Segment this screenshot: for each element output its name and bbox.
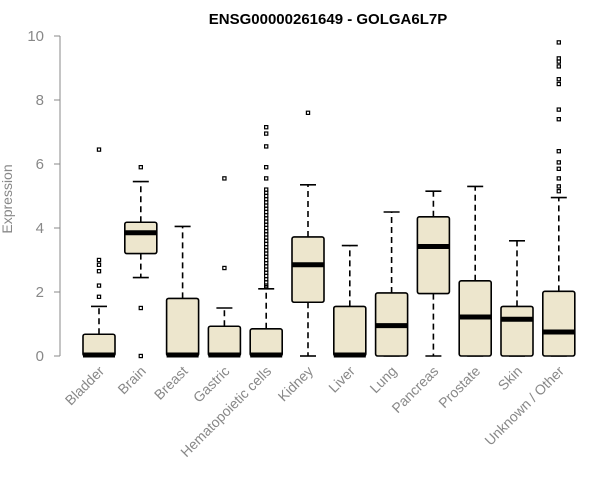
outlier-point — [556, 76, 562, 82]
y-tick-label: 2 — [36, 284, 44, 301]
outlier-point — [96, 257, 102, 263]
y-tick-label: 4 — [36, 220, 44, 237]
y-tick-label: 10 — [27, 28, 44, 45]
iqr-box — [332, 305, 367, 357]
outlier-point — [556, 107, 562, 112]
y-axis-ticks: 0 2 4 6 8 10 — [27, 28, 60, 365]
iqr-box — [500, 305, 534, 357]
box-bladder — [82, 147, 116, 358]
x-tick-label: Skin — [495, 363, 526, 394]
outlier-point — [222, 265, 227, 271]
x-tick-label: Prostate — [435, 363, 483, 411]
x-tick-label: Breast — [151, 363, 191, 403]
box-brain — [124, 165, 158, 359]
outlier-point — [264, 187, 269, 192]
outlier-point — [96, 147, 102, 152]
outlier-point — [556, 56, 562, 61]
box-breast — [165, 225, 200, 358]
outlier-point — [138, 305, 143, 311]
box-skin — [500, 240, 534, 357]
outlier-point — [96, 283, 102, 288]
y-tick-label: 0 — [36, 348, 44, 365]
outlier-point — [556, 149, 562, 154]
chart-title: ENSG00000261649 - GOLGA6L7P — [209, 11, 447, 28]
outlier-point — [305, 110, 311, 115]
outlier-point — [556, 81, 562, 87]
outlier-point — [556, 64, 562, 69]
outlier-point — [138, 353, 143, 359]
x-tick-label: Bladder — [62, 363, 108, 409]
y-tick-label: 6 — [36, 156, 44, 173]
outlier-point — [264, 144, 269, 149]
x-tick-label: Lung — [366, 363, 399, 396]
outlier-point — [556, 166, 562, 171]
y-axis-label: Expression — [0, 164, 15, 233]
box-unknown-other — [541, 40, 576, 357]
y-tick-label: 8 — [36, 92, 44, 109]
iqr-box — [541, 290, 576, 357]
outlier-point — [264, 176, 269, 181]
iqr-box — [207, 325, 242, 357]
outlier-point — [96, 262, 102, 268]
x-tick-label: Unknown / Other — [481, 363, 567, 449]
box-prostate — [458, 185, 493, 357]
outlier-point — [96, 269, 102, 274]
outlier-point — [96, 294, 102, 300]
box-kidney — [291, 110, 325, 357]
x-tick-label: Kidney — [275, 363, 317, 405]
outlier-point — [556, 160, 562, 165]
outlier-point — [556, 176, 562, 181]
box-lung — [374, 211, 409, 357]
box-liver — [332, 244, 367, 358]
iqr-box — [124, 221, 158, 255]
outlier-point — [264, 131, 269, 136]
x-tick-label: Brain — [114, 363, 148, 397]
outlier-point — [264, 165, 269, 170]
outlier-point — [556, 116, 562, 122]
iqr-box — [165, 297, 200, 357]
outlier-point — [264, 124, 269, 130]
outlier-point — [556, 189, 562, 194]
box-gastric — [207, 176, 242, 358]
iqr-box — [249, 327, 283, 357]
iqr-box — [291, 236, 325, 304]
outlier-point — [138, 165, 143, 170]
iqr-box — [416, 216, 451, 295]
outlier-point — [556, 40, 562, 45]
outlier-point — [556, 184, 562, 189]
outlier-point — [222, 176, 227, 181]
box-hematopoietic-cells — [249, 124, 283, 358]
box-pancreas — [416, 190, 451, 357]
x-tick-label: Liver — [325, 363, 358, 396]
boxes-group — [82, 40, 576, 359]
